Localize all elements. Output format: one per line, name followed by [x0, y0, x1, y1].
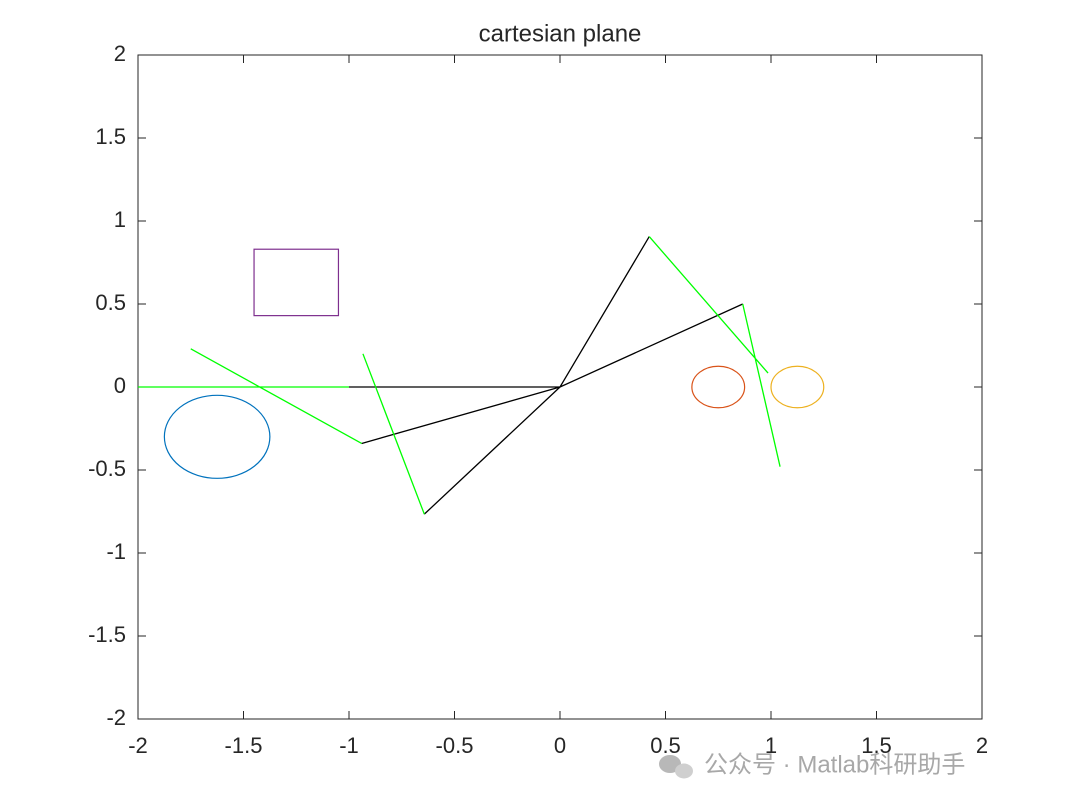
x-tick-label: -1.5 — [225, 733, 263, 758]
y-tick-label: 1.5 — [95, 124, 126, 149]
x-tick-label: 1.5 — [861, 733, 892, 758]
y-tick-label: -1.5 — [88, 622, 126, 647]
y-tick-label: 2 — [114, 41, 126, 66]
line-series — [349, 236, 743, 515]
x-tick-label: -1 — [339, 733, 359, 758]
y-tick-label: -0.5 — [88, 456, 126, 481]
circle — [691, 365, 746, 409]
x-tick-label: -2 — [128, 733, 148, 758]
x-tick-label: 0 — [554, 733, 566, 758]
y-tick-label: 0.5 — [95, 290, 126, 315]
y-tick-label: -1 — [106, 539, 126, 564]
y-tick-label: 1 — [114, 207, 126, 232]
circle — [770, 365, 825, 409]
chart-title: cartesian plane — [479, 20, 642, 47]
watermark: 公众号 · Matlab科研助手 — [704, 751, 965, 778]
y-tick-label: 0 — [114, 373, 126, 398]
y-tick-label: -2 — [106, 705, 126, 730]
x-tick-label: 1 — [765, 733, 777, 758]
x-tick-label: -0.5 — [436, 733, 474, 758]
x-tick-label: 0.5 — [650, 733, 681, 758]
x-tick-label: 2 — [976, 733, 988, 758]
circle — [163, 394, 271, 479]
line-series — [138, 236, 781, 515]
rectangle — [253, 248, 340, 317]
watermark-icon — [659, 755, 693, 779]
